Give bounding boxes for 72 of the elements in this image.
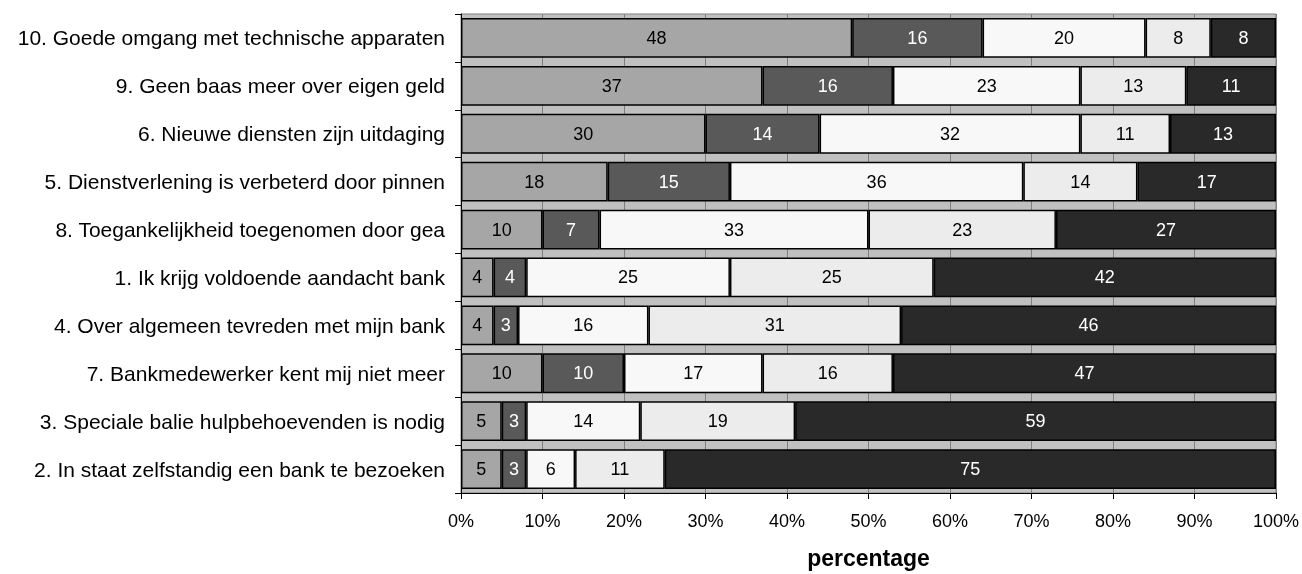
x-tick-label: 80% [1094,511,1131,531]
data-label: 4 [504,267,515,288]
data-label: 59 [1025,411,1046,432]
data-label: 48 [646,27,667,48]
y-tick-label: 10. Goede omgang met technische apparaten [17,26,445,50]
data-label: 16 [817,75,838,96]
data-label: 32 [939,123,960,144]
data-label: 8 [1238,27,1249,48]
y-tick-label: 4. Over algemeen tevreden met mijn bank [53,313,446,337]
y-tick-label: 2. In staat zelfstandig een bank te bezoeken [34,457,445,481]
data-label: 25 [821,267,842,288]
data-label: 10 [491,219,512,240]
data-label: 14 [752,123,773,144]
x-tick-label: 30% [687,511,724,531]
data-label: 16 [573,315,594,336]
data-label: 8 [1173,27,1184,48]
data-label: 4 [472,315,483,336]
x-tick-label: 90% [1176,511,1213,531]
data-label: 20 [1054,27,1075,48]
data-label: 23 [976,75,997,96]
y-tick-label: 8. Toegankelijkheid toegenomen door gea [55,218,446,242]
data-label: 42 [1094,267,1115,288]
data-label: 11 [1221,75,1241,96]
y-tick-label: 7. Bankmedewerker kent mij niet meer [86,361,446,385]
data-label: 15 [658,171,679,192]
data-label: 11 [1115,123,1135,144]
data-label: 7 [566,219,577,240]
data-label: 16 [907,27,928,48]
data-label: 13 [1123,75,1144,96]
x-tick-label: 20% [605,511,643,531]
x-tick-label: 100% [1252,511,1299,531]
data-label: 13 [1212,123,1234,144]
data-label: 6 [545,459,556,480]
data-label: 4 [472,267,483,288]
data-label: 10 [573,363,594,384]
x-tick-label: 0% [447,511,475,531]
y-tick-label: 1. Ik krijg voldoende aandacht bank [114,265,446,289]
data-label: 3 [500,315,511,336]
y-tick-label: 3. Speciale balie hulpbehoevenden is nodig [39,409,445,433]
data-label: 33 [724,219,745,240]
y-tick-label: 9. Geen baas meer over eigen geld [115,74,445,98]
x-tick-label: 60% [931,511,968,531]
data-label: 14 [573,411,594,432]
data-label: 5 [476,411,487,432]
data-label: 5 [476,459,487,480]
data-label: 19 [707,411,728,432]
x-axis-title: percentage [807,544,930,571]
data-label: 14 [1070,171,1091,192]
x-tick-label: 50% [850,511,887,531]
data-label: 47 [1074,363,1095,384]
data-label: 18 [524,171,545,192]
data-label: 23 [952,219,973,240]
data-label: 3 [508,411,519,432]
data-label: 30 [573,123,594,144]
y-tick-label: 5. Dienstverlening is verbeterd door pinnen [44,170,445,194]
x-tick-label: 70% [1013,511,1050,531]
data-label: 37 [601,75,622,96]
data-label: 31 [764,315,785,336]
x-tick-label: 10% [524,511,561,531]
data-label: 10 [491,363,512,384]
data-label: 17 [683,363,704,384]
data-label: 46 [1078,315,1099,336]
data-label: 3 [508,459,519,480]
data-label: 75 [960,459,981,480]
data-label: 16 [817,363,838,384]
data-label: 36 [866,171,887,192]
data-label: 25 [618,267,639,288]
data-label: 27 [1155,219,1176,240]
data-label: 11 [610,459,630,480]
x-tick-label: 40% [768,511,806,531]
y-tick-label: 6. Nieuwe diensten zijn uitdaging [137,122,445,146]
data-label: 17 [1196,171,1217,192]
